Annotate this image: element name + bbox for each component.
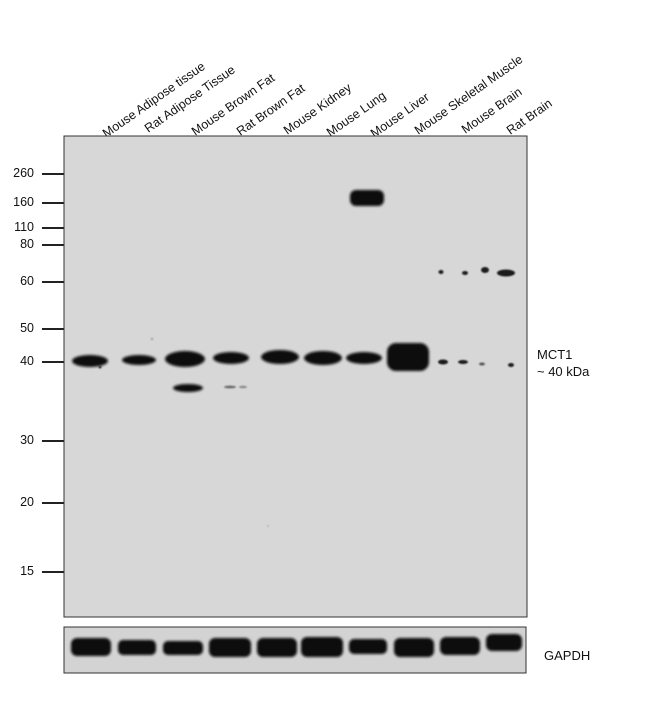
gapdh-bands [71, 634, 522, 657]
band-lane-6 [304, 351, 342, 365]
band-lane-2 [122, 355, 156, 365]
band-lane-1 [72, 355, 108, 367]
marker-label-60: 60 [20, 274, 34, 288]
band-lane-4 [213, 352, 249, 364]
band-lane-3 [165, 351, 205, 367]
marker-tick-40 [42, 361, 64, 363]
marker-tick-60 [42, 281, 64, 283]
marker-label-50: 50 [20, 321, 34, 335]
target-size: ~ 40 kDa [537, 364, 590, 379]
mct1-bands [72, 190, 429, 392]
marker-tick-260 [42, 173, 64, 175]
marker-label-80: 80 [20, 237, 34, 251]
marker-tick-80 [42, 244, 64, 246]
band-lane-8 [387, 343, 429, 371]
band-lane-3-lower [173, 384, 203, 392]
marker-tick-20 [42, 502, 64, 504]
faint-bands [98, 267, 515, 527]
marker-label-160: 160 [13, 195, 34, 209]
marker-tick-110 [42, 227, 64, 229]
marker-label-260: 260 [13, 166, 34, 180]
marker-tick-30 [42, 440, 64, 442]
marker-label-20: 20 [20, 495, 34, 509]
marker-tick-160 [42, 202, 64, 204]
main-membrane [63, 135, 528, 618]
marker-tick-50 [42, 328, 64, 330]
loading-control-label: GAPDH [544, 648, 591, 663]
band-lane-7-high [350, 190, 384, 206]
marker-label-15: 15 [20, 564, 34, 578]
target-name: MCT1 [537, 347, 573, 362]
marker-tick-15 [42, 571, 64, 573]
band-lane-7 [346, 352, 382, 364]
band-lane-5 [261, 350, 299, 364]
marker-label-40: 40 [20, 354, 34, 368]
marker-label-110: 110 [14, 220, 34, 234]
marker-label-30: 30 [20, 433, 34, 447]
